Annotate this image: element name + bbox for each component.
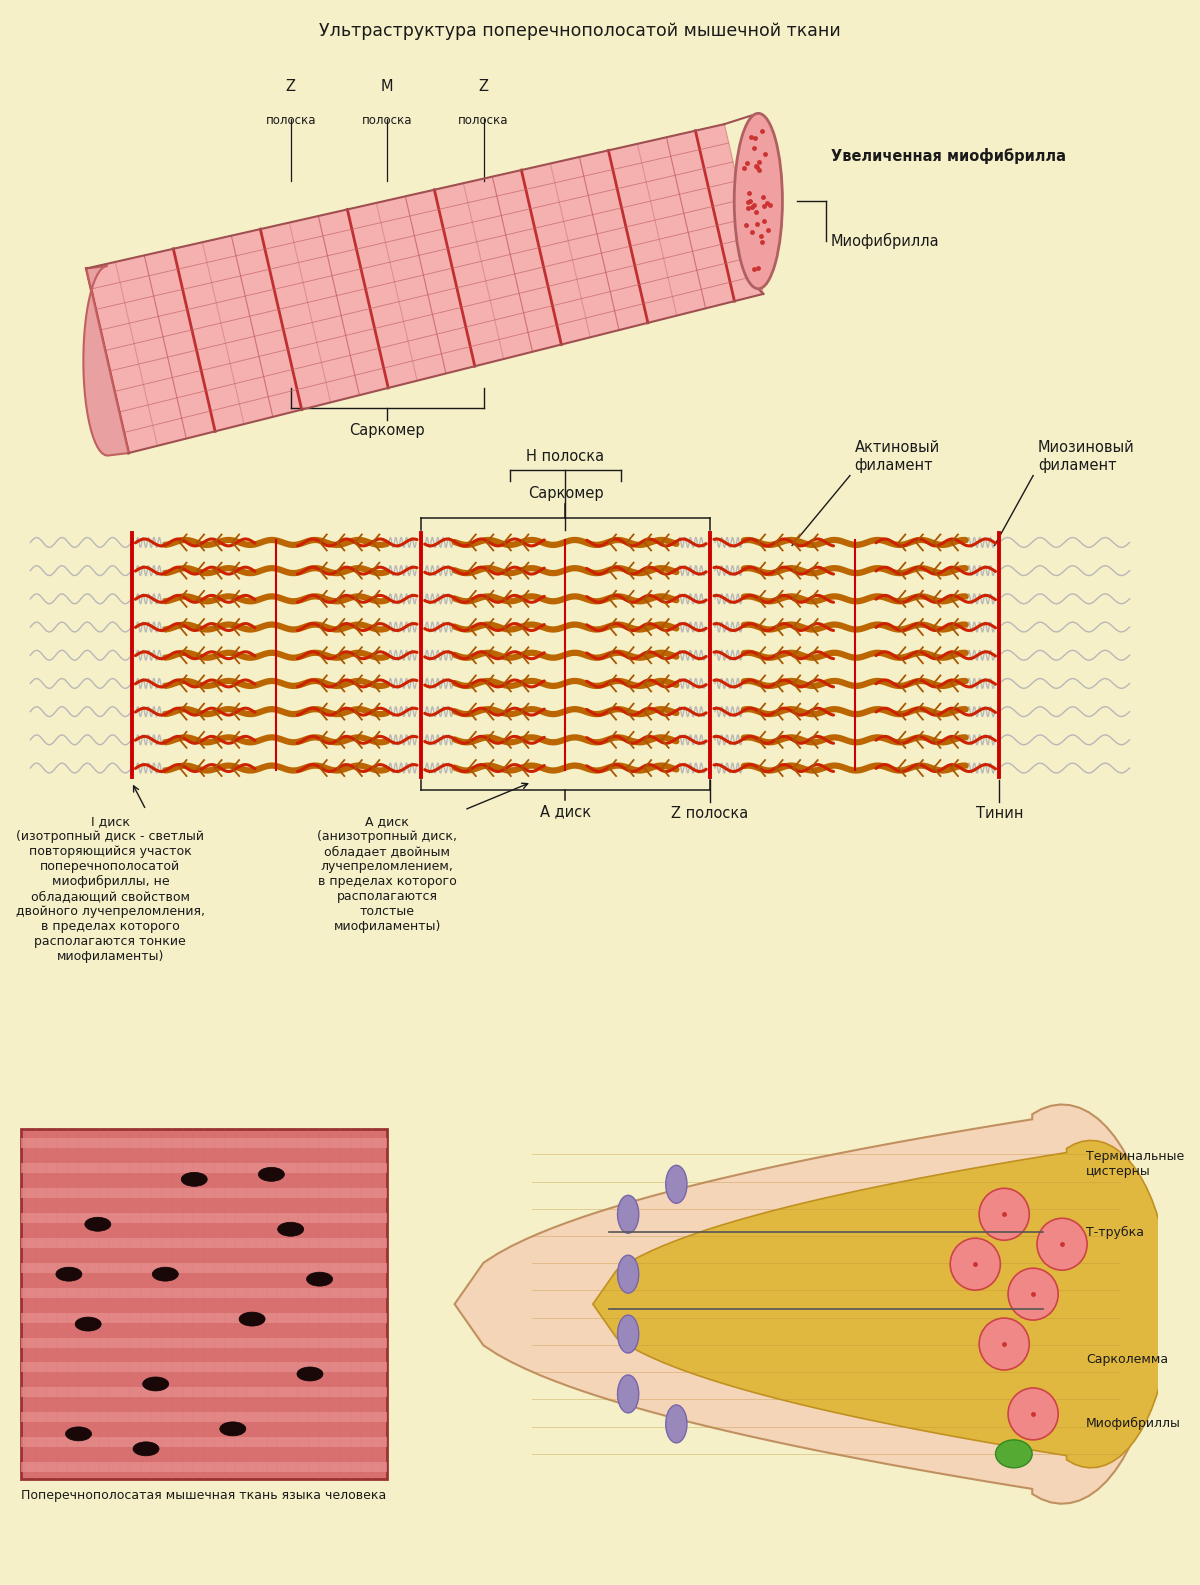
Ellipse shape: [143, 1377, 169, 1392]
Ellipse shape: [277, 1222, 304, 1236]
Ellipse shape: [152, 1266, 179, 1281]
FancyBboxPatch shape: [20, 1312, 388, 1322]
Ellipse shape: [618, 1316, 638, 1354]
Text: полоска: полоска: [458, 114, 509, 127]
Polygon shape: [593, 1141, 1170, 1468]
Text: Терминальные
цистерны: Терминальные цистерны: [1086, 1151, 1184, 1178]
Text: полоска: полоска: [265, 114, 316, 127]
FancyBboxPatch shape: [20, 1138, 388, 1148]
Text: Миофибрилла: Миофибрилла: [830, 233, 940, 249]
Text: Актиновый
филамент: Актиновый филамент: [854, 441, 940, 472]
Text: полоска: полоска: [362, 114, 413, 127]
Ellipse shape: [1008, 1388, 1058, 1439]
FancyBboxPatch shape: [20, 1213, 388, 1222]
Ellipse shape: [239, 1312, 265, 1327]
Ellipse shape: [1008, 1268, 1058, 1320]
Text: А диск: А диск: [540, 804, 592, 819]
Ellipse shape: [296, 1366, 323, 1381]
Text: Z полоска: Z полоска: [672, 807, 749, 821]
Text: Миофибриллы: Миофибриллы: [1086, 1417, 1181, 1430]
Ellipse shape: [666, 1165, 686, 1203]
Ellipse shape: [618, 1255, 638, 1293]
Ellipse shape: [133, 1442, 160, 1457]
FancyBboxPatch shape: [20, 1412, 388, 1422]
Text: Z: Z: [479, 79, 488, 94]
Ellipse shape: [979, 1319, 1030, 1369]
Text: Ультраструктура поперечнополосатой мышечной ткани: Ультраструктура поперечнополосатой мышеч…: [319, 22, 841, 40]
Ellipse shape: [85, 1217, 110, 1232]
Text: Саркомер: Саркомер: [528, 485, 604, 501]
FancyBboxPatch shape: [20, 1130, 388, 1479]
Text: Миозиновый
филамент: Миозиновый филамент: [1038, 441, 1135, 472]
Text: I диск
(изотропный диск - светлый
повторяющийся участок
поперечнополосатой
миофи: I диск (изотропный диск - светлый повтор…: [16, 815, 205, 964]
Text: Саркомер: Саркомер: [349, 423, 425, 437]
Ellipse shape: [996, 1439, 1032, 1468]
Ellipse shape: [618, 1195, 638, 1233]
Ellipse shape: [618, 1374, 638, 1412]
Text: Увеличенная миофибрилла: Увеличенная миофибрилла: [830, 147, 1066, 165]
Polygon shape: [86, 124, 763, 453]
FancyBboxPatch shape: [20, 1163, 388, 1173]
Ellipse shape: [1037, 1219, 1087, 1270]
Ellipse shape: [950, 1238, 1001, 1290]
Text: Сарколемма: Сарколемма: [1086, 1352, 1169, 1366]
Ellipse shape: [666, 1404, 686, 1442]
Ellipse shape: [979, 1189, 1030, 1239]
Ellipse shape: [181, 1173, 208, 1186]
FancyBboxPatch shape: [20, 1363, 388, 1373]
FancyBboxPatch shape: [20, 1287, 388, 1298]
FancyBboxPatch shape: [20, 1338, 388, 1347]
Ellipse shape: [56, 1266, 82, 1281]
Text: Z: Z: [286, 79, 295, 94]
Ellipse shape: [734, 113, 782, 288]
FancyBboxPatch shape: [20, 1263, 388, 1273]
Ellipse shape: [76, 1317, 101, 1331]
Text: А диск
(анизотропный диск,
обладает двойным
лучепреломлением,
в пределах которог: А диск (анизотропный диск, обладает двой…: [317, 815, 457, 934]
Ellipse shape: [66, 1426, 91, 1441]
Text: Т-трубка: Т-трубка: [1086, 1225, 1144, 1239]
Ellipse shape: [258, 1167, 284, 1181]
Ellipse shape: [220, 1422, 246, 1436]
Text: Поперечнополосатая мышечная ткань языка человека: Поперечнополосатая мышечная ткань языка …: [20, 1488, 386, 1501]
FancyBboxPatch shape: [20, 1238, 388, 1247]
Text: M: M: [380, 79, 394, 94]
FancyBboxPatch shape: [20, 1187, 388, 1198]
FancyBboxPatch shape: [20, 1387, 388, 1398]
Text: Тинин: Тинин: [976, 807, 1024, 821]
Polygon shape: [455, 1105, 1158, 1504]
Polygon shape: [83, 266, 128, 455]
FancyBboxPatch shape: [20, 1438, 388, 1447]
Text: Н полоска: Н полоска: [527, 449, 605, 463]
FancyBboxPatch shape: [20, 1463, 388, 1472]
Ellipse shape: [306, 1273, 332, 1285]
